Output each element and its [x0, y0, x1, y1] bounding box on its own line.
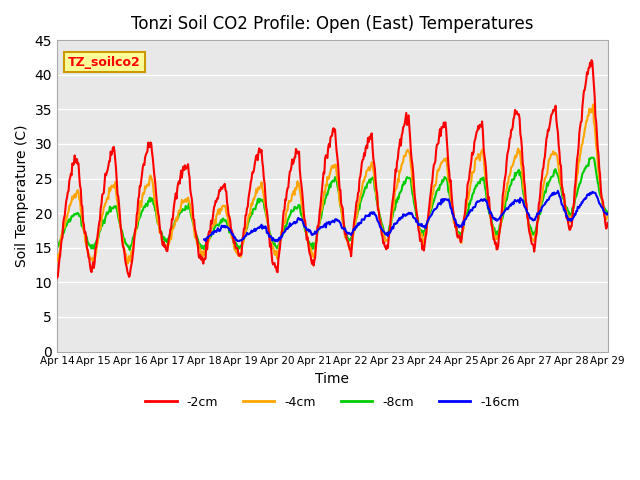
Text: TZ_soilco2: TZ_soilco2 — [68, 56, 141, 69]
Y-axis label: Soil Temperature (C): Soil Temperature (C) — [15, 125, 29, 267]
Legend: -2cm, -4cm, -8cm, -16cm: -2cm, -4cm, -8cm, -16cm — [140, 391, 524, 414]
Title: Tonzi Soil CO2 Profile: Open (East) Temperatures: Tonzi Soil CO2 Profile: Open (East) Temp… — [131, 15, 534, 33]
X-axis label: Time: Time — [316, 372, 349, 386]
